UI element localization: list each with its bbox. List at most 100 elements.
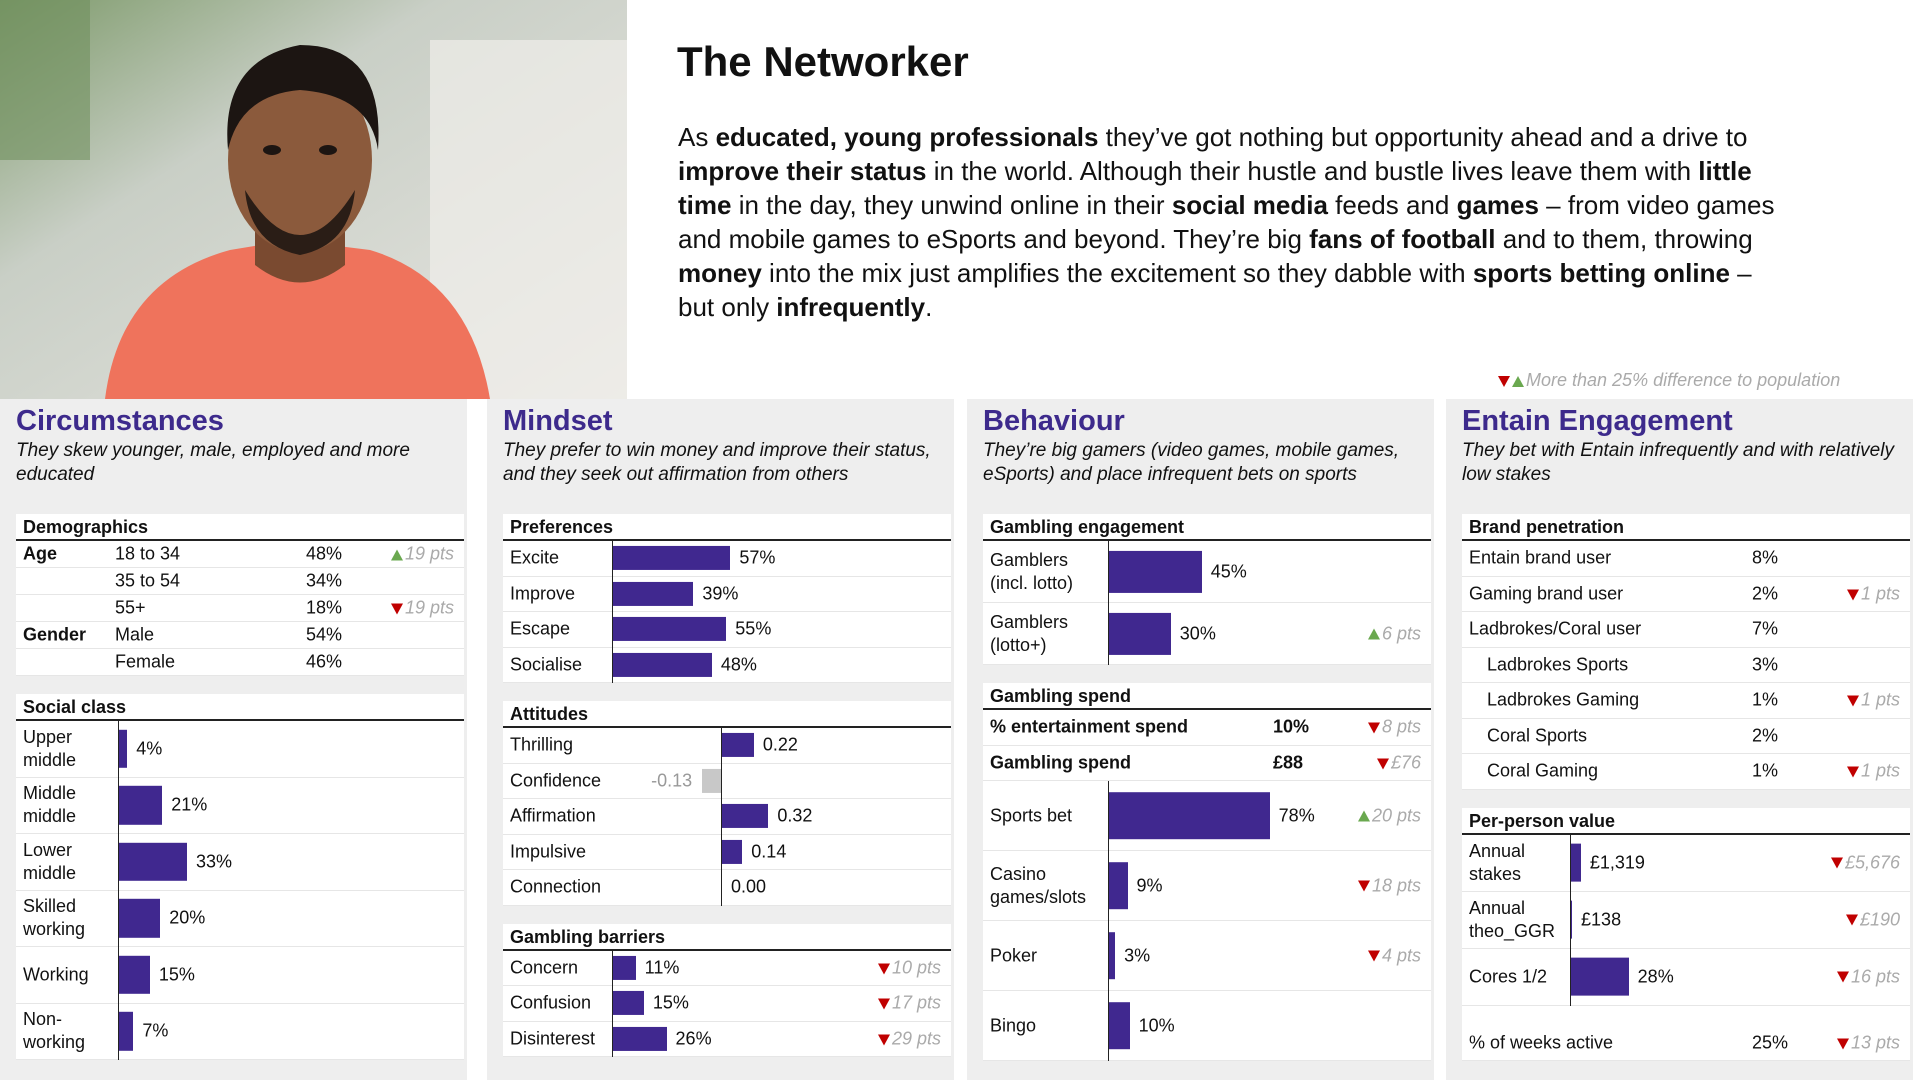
difference-label: 1 pts <box>1860 760 1900 781</box>
bar-row: Disinterest 26% 29 pts <box>503 1021 951 1057</box>
bar-row: Confidence -0.13 <box>503 763 951 799</box>
difference-label: 19 pts <box>404 597 454 618</box>
value-label: 15% <box>652 992 689 1013</box>
bar-axis <box>612 612 613 648</box>
difference: 17 pts <box>877 993 941 1014</box>
bar <box>1571 900 1573 939</box>
row-value: 2% <box>1752 725 1779 746</box>
table-row: Gaming brand user 2% 1 pts <box>1462 577 1910 612</box>
bar <box>119 786 163 825</box>
row-label: Entain brand user <box>1469 547 1612 568</box>
bar <box>119 955 150 994</box>
row-value: 18% <box>306 597 343 618</box>
row-label: Disinterest <box>510 1028 596 1049</box>
row-label: Upper middle <box>23 726 77 770</box>
bar <box>1109 861 1128 910</box>
row-value: 25% <box>1752 1032 1789 1053</box>
bar-axis <box>612 950 613 986</box>
down-arrow-icon <box>877 963 890 974</box>
down-arrow-icon <box>1830 857 1843 869</box>
bar <box>1571 843 1581 882</box>
bar-axis <box>721 870 722 906</box>
table-row: Ladbrokes/Coral user 7% <box>1462 612 1910 648</box>
bar-axis <box>118 947 119 1004</box>
value-label: 4% <box>136 738 163 759</box>
bar-row: Connection 0.00 <box>503 870 951 906</box>
bar <box>613 652 712 677</box>
data-block: Gambling engagement Gamblers (incl. lotto… <box>983 514 1431 665</box>
bar-row: Middle middle 21% <box>16 777 464 834</box>
panel: Entain Engagement They bet with Entain in… <box>1446 399 1913 1080</box>
description-text: in the day, they unwind online in their <box>731 190 1172 220</box>
difference: 13 pts <box>1836 1032 1900 1053</box>
bar-row: Affirmation 0.32 <box>503 799 951 835</box>
value-label: 78% <box>1278 805 1315 825</box>
down-arrow-icon <box>1836 1038 1849 1049</box>
row-value: 10% <box>1273 716 1310 737</box>
difference-label: 18 pts <box>1371 875 1421 895</box>
description-text: and to them, throwing <box>1495 224 1753 254</box>
block-header: Gambling barriers <box>503 924 951 951</box>
value-label: 0.22 <box>762 734 798 755</box>
value-label: 45% <box>1210 561 1247 581</box>
bar <box>1109 550 1202 593</box>
emphasis-text: improve their status <box>678 156 927 186</box>
emphasis-text: sports betting online <box>1472 258 1730 288</box>
bar-row: Thrilling 0.22 <box>503 728 951 764</box>
bar <box>722 804 769 829</box>
bar-axis <box>612 576 613 612</box>
row-label: Annual theo_GGR <box>1469 897 1556 941</box>
value-label: 30% <box>1179 623 1216 643</box>
panel-title: Entain Engagement <box>1462 405 1733 437</box>
bar-row: Excite 57% <box>503 541 951 577</box>
bar <box>613 1026 667 1051</box>
difference: 18 pts <box>1357 875 1421 896</box>
difference-label: 20 pts <box>1371 805 1421 825</box>
row-value: 2% <box>1752 583 1779 604</box>
down-arrow-icon <box>1367 950 1380 962</box>
block-header: Social class <box>16 694 464 721</box>
block-header: Gambling spend <box>983 683 1431 710</box>
table-row: Ladbrokes Gaming 1% 1 pts <box>1462 683 1910 719</box>
row-label: % entertainment spend <box>990 716 1189 737</box>
block-header: Demographics <box>16 514 464 541</box>
bar-axis <box>612 541 613 577</box>
bar <box>1109 1001 1130 1050</box>
row-label: Concern <box>510 957 579 978</box>
description-text: – but only <box>678 258 1752 322</box>
value-label: 20% <box>169 907 206 928</box>
table-row: Coral Sports 2% <box>1462 719 1910 754</box>
difference-label: 29 pts <box>891 1028 941 1049</box>
row-label: Improve <box>510 583 576 604</box>
description-text: – from video games and mobile games to e… <box>678 190 1775 254</box>
description-text: As <box>678 122 716 152</box>
panel-title: Behaviour <box>983 405 1125 437</box>
row-label: Confusion <box>510 992 592 1013</box>
group-label: Age <box>23 543 58 564</box>
description-text: into the mix just amplifies the exciteme… <box>761 258 1473 288</box>
bar-row: Impulsive 0.14 <box>503 834 951 870</box>
difference: 1 pts <box>1846 760 1900 782</box>
up-arrow-icon <box>1357 810 1370 822</box>
description-text: . <box>925 292 933 322</box>
row-label: Poker <box>990 945 1038 965</box>
bar-row: Annual theo_GGR £138 £190 <box>1462 891 1910 949</box>
difference-label: 4 pts <box>1381 945 1421 965</box>
description-text: they’ve got nothing but opportunity ahea… <box>1098 122 1748 152</box>
difference: 8 pts <box>1367 717 1421 738</box>
data-block: Gambling spend % entertainment spend 10% 8 … <box>983 683 1431 1061</box>
difference-label: 6 pts <box>1381 623 1421 643</box>
bar-row: Gamblers (lotto+) 30% 6 pts <box>983 603 1431 665</box>
panel: Behaviour They’re big gamers (video games… <box>967 399 1434 1080</box>
bar-row: Lower middle 33% <box>16 834 464 891</box>
persona-title: The Networker <box>677 38 969 85</box>
up-arrow-icon <box>390 549 403 561</box>
data-block: Preferences Excite 57% Improve 39% Escape 55% S… <box>503 514 951 683</box>
difference: 10 pts <box>877 957 941 978</box>
bar <box>1109 931 1116 980</box>
row-label: Ladbrokes Gaming <box>1487 689 1640 710</box>
bar-row: Socialise 48% <box>503 647 951 683</box>
difference: £76 <box>1376 752 1421 773</box>
row-label: Working <box>23 964 89 985</box>
